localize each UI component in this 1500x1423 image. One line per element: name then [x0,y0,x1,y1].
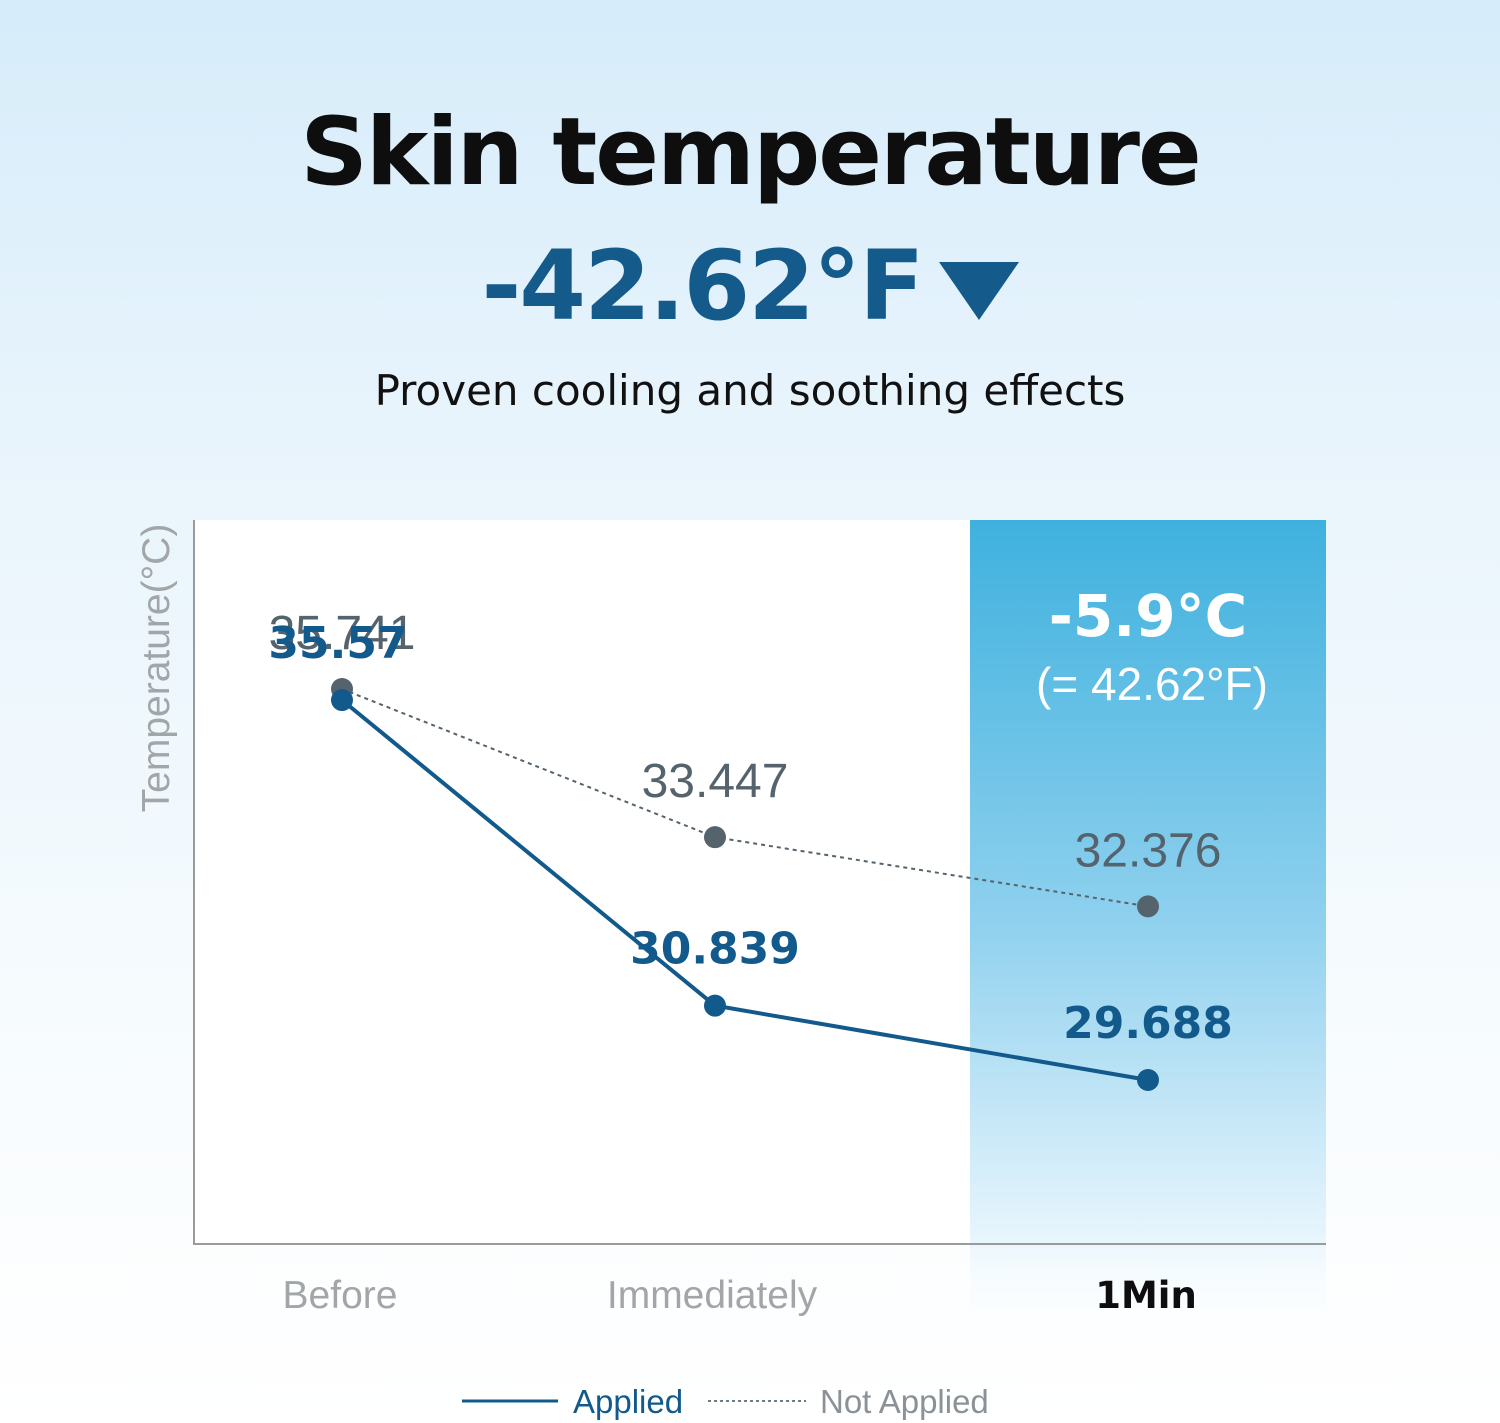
x-tick-before: Before [283,1274,398,1317]
applied-point-immediately [704,994,726,1017]
highlight-subvalue: (= 42.62°F) [1036,658,1268,710]
not-applied-label-before: 35.741 [269,607,416,660]
applied-label-before: 35.57 [268,618,407,669]
data-label-layer: 35.741 33.447 32.376 35.57 30.839 29.688 [268,607,1232,1049]
highlight-panel [970,520,1326,1243]
down-triangle-icon [938,262,1019,320]
legend: Applied Not Applied [462,1383,989,1420]
not-applied-label-immediately: 33.447 [642,755,789,808]
not-applied-point-1min [1137,895,1159,918]
highlight-panel-fade [970,1243,1326,1338]
applied-label-1min: 29.688 [1063,998,1233,1049]
page-title: Skin temperature [300,98,1202,207]
page-subtitle: Proven cooling and soothing effects [374,366,1126,415]
legend-not-applied-label: Not Applied [820,1383,989,1420]
y-axis-label: Temperature(°C) [135,524,178,813]
headline-value: -42.62°F [481,230,924,342]
applied-point-1min [1137,1069,1159,1091]
applied-label-immediately: 30.839 [630,924,800,975]
applied-point-before [331,689,353,712]
x-tick-immediately: Immediately [607,1274,818,1317]
not-applied-point-immediately [704,826,726,849]
series-layer [331,678,1159,1091]
legend-applied-label: Applied [573,1383,683,1420]
x-tick-layer: Before Immediately 1Min [283,1274,1197,1317]
not-applied-label-1min: 32.376 [1075,824,1222,877]
highlight-value: -5.9°C [1049,582,1247,650]
x-tick-1min: 1Min [1095,1274,1197,1317]
headline: -42.62°F [0,230,1500,342]
plot-background [194,520,970,1243]
